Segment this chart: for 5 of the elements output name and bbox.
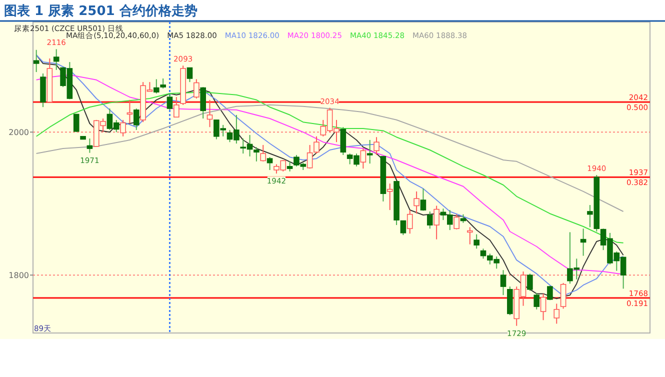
- chart-title: 图表 1 尿素 2501 合约价格走势: [4, 3, 198, 19]
- line-series: [36, 104, 624, 212]
- line-series: [36, 92, 624, 244]
- y-tick-label: 1800: [8, 271, 29, 280]
- y-tick-label: 2000: [8, 128, 29, 138]
